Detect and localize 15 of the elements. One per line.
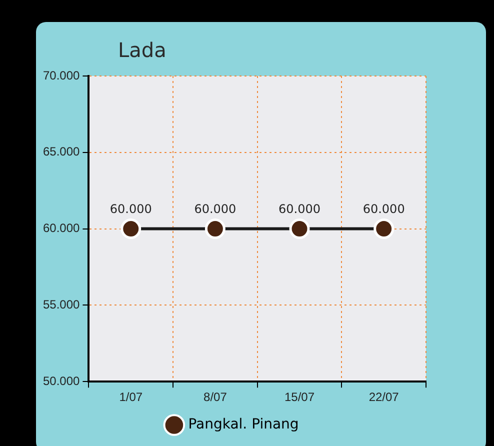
- x-tick-label: 15/07: [284, 390, 315, 404]
- y-tick-label: 55.000: [43, 298, 80, 312]
- data-label: 60.000: [362, 202, 405, 216]
- y-tick-label: 60.000: [43, 221, 80, 236]
- x-tick-label: 22/07: [368, 390, 400, 404]
- data-label: 60.000: [194, 202, 236, 216]
- data-label: 60.000: [110, 202, 152, 216]
- data-label: 60.000: [278, 202, 321, 216]
- y-tick-label: 70.000: [43, 68, 80, 82]
- x-tick-label: 8/07: [204, 390, 228, 404]
- x-tick-label: 1/07: [119, 390, 143, 404]
- y-tick-label: 50.000: [43, 374, 80, 388]
- y-tick-label: 65.000: [43, 144, 80, 159]
- legend-label: Pangkal. Pinang: [188, 416, 299, 433]
- chart-title: Lada: [118, 38, 166, 62]
